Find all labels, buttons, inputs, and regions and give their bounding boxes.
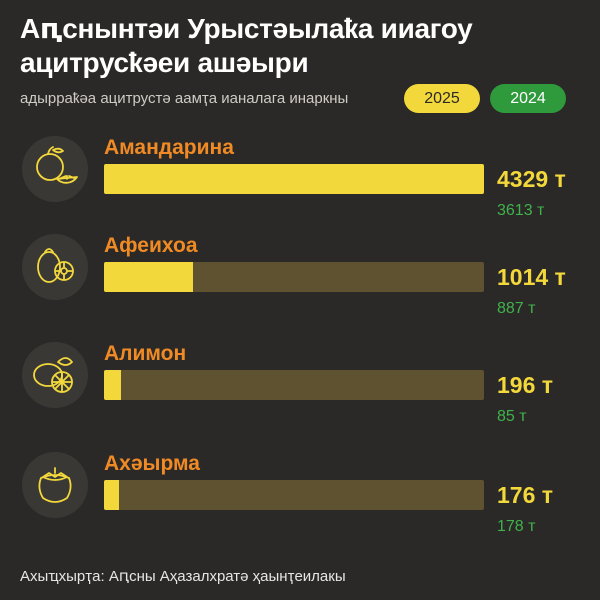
bar-row-feijoa: Афеихоа 1014 т 887 т bbox=[0, 234, 600, 344]
lemon-icon bbox=[22, 342, 88, 408]
bar-2025 bbox=[104, 480, 120, 510]
legend-2024: 2024 bbox=[490, 84, 566, 113]
legend-2025: 2025 bbox=[404, 84, 480, 113]
bar-row-lemon: Алимон 196 т 85 т bbox=[0, 342, 600, 452]
source-note: Ахыҵхырҭа: Аԥсны Аҳазалхратә ҳаынҭеилакы bbox=[20, 568, 346, 585]
bar-track bbox=[104, 262, 484, 292]
value-label-2025: 4329 т bbox=[497, 166, 566, 192]
value-label-2025: 176 т bbox=[497, 482, 554, 508]
bar-row-mandarin: Амандарина 4329 т 3613 т bbox=[0, 136, 600, 246]
value-label-2024: 3613 т bbox=[497, 202, 545, 219]
category-label: Алимон bbox=[104, 342, 187, 365]
bar-2025 bbox=[104, 370, 122, 400]
value-label-2024: 178 т bbox=[497, 518, 536, 535]
value-label-2025: 196 т bbox=[497, 372, 554, 398]
bar-track bbox=[104, 480, 484, 510]
bar-track bbox=[104, 164, 484, 194]
value-label-2024: 887 т bbox=[497, 300, 536, 317]
persimmon-icon bbox=[22, 452, 88, 518]
value-label-2025: 1014 т bbox=[497, 264, 566, 290]
feijoa-icon bbox=[22, 234, 88, 300]
bar-2025 bbox=[104, 164, 484, 194]
bar-2025 bbox=[104, 262, 193, 292]
category-label: Амандарина bbox=[104, 136, 234, 159]
bar-row-persimmon: Ахәырма 176 т 178 т bbox=[0, 452, 600, 562]
value-label-2024: 85 т bbox=[497, 408, 527, 425]
mandarin-icon bbox=[22, 136, 88, 202]
chart-subtitle: адырраҟәа ацитрустә аамҭа ианалага инарк… bbox=[20, 90, 349, 107]
category-label: Афеихоа bbox=[104, 234, 198, 257]
category-label: Ахәырма bbox=[104, 452, 200, 475]
bar-track bbox=[104, 370, 484, 400]
chart-title: Аԥснынтәи Урыстәылаҟа ииагоу ацитрусҟәеи… bbox=[20, 13, 473, 78]
